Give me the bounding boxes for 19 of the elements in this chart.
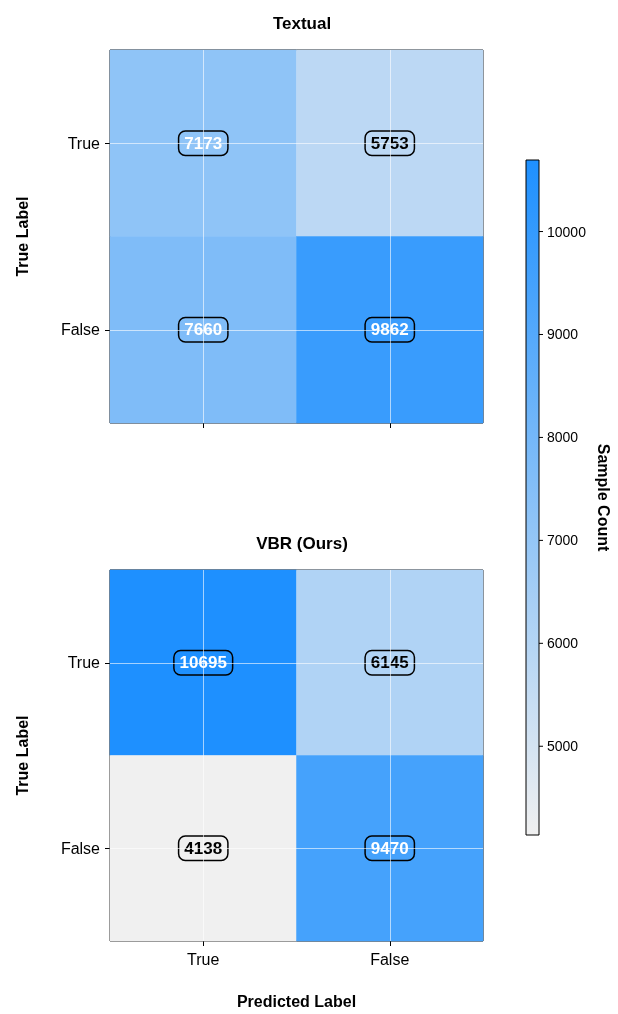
y-axis-title: True Label [13, 196, 31, 277]
data-label: 4138 [184, 838, 223, 858]
y-tick-label: True [67, 134, 101, 152]
chart-title: Textual [272, 14, 332, 33]
y-axis-title: True Label [13, 715, 31, 796]
y-tick-label: False [60, 839, 101, 857]
data-label: 6145 [370, 653, 409, 673]
color-bar-label: 6000 [547, 635, 579, 652]
color-bar-label: 10000 [547, 223, 587, 240]
y-tick-label: False [60, 321, 101, 339]
color-bar-title: Sample Count [594, 443, 612, 552]
y-tick-label: True [67, 654, 101, 672]
color-bar-label: 8000 [547, 429, 579, 446]
data-label: 5753 [370, 133, 409, 153]
color-bar-label: 7000 [547, 532, 579, 549]
chart-title: VBR (Ours) [256, 534, 348, 553]
color-bar-label: 9000 [547, 326, 579, 343]
color-bar-label: 5000 [547, 738, 579, 755]
x-axis-title: Predicted Label [236, 992, 357, 1010]
